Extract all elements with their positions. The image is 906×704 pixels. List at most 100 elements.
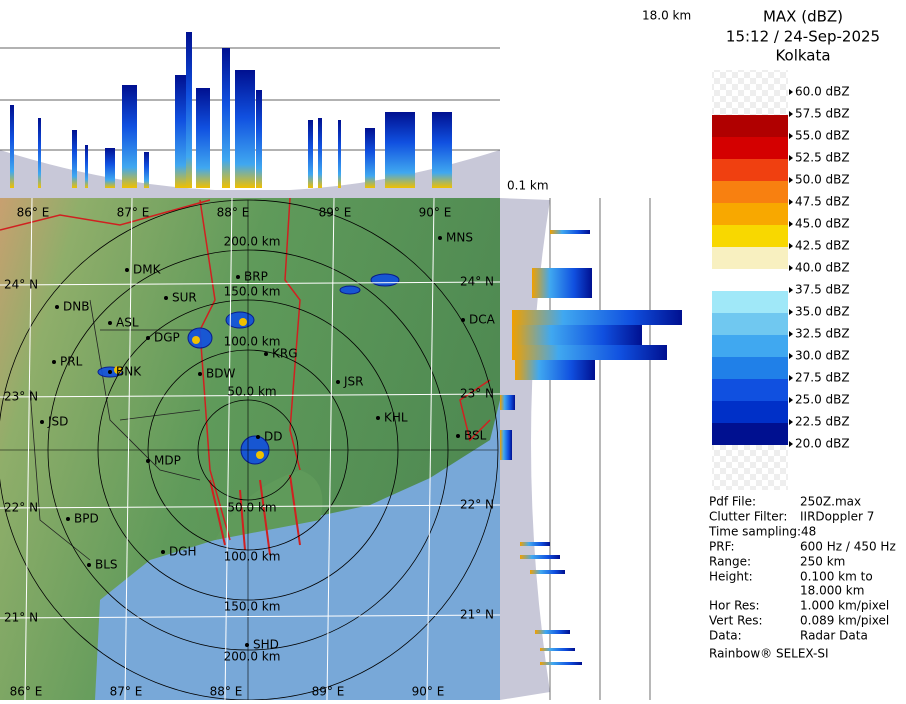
info-value: 250 km	[800, 555, 845, 569]
info-value: 600 Hz / 450 Hz	[800, 540, 896, 554]
legend-band	[712, 137, 788, 159]
meridian	[24, 198, 33, 700]
city-dot	[336, 380, 340, 384]
echo-column	[85, 145, 88, 188]
echo-row	[540, 648, 575, 651]
echo-row	[515, 360, 595, 380]
lat-label: 23° N	[460, 387, 494, 401]
city-dot	[264, 352, 268, 356]
legend-label: 27.5 dBZ	[795, 371, 850, 385]
info-label: Data:	[709, 629, 742, 643]
echo-column	[222, 48, 230, 188]
info-value: IIRDoppler 7	[800, 510, 874, 524]
city-dot	[161, 550, 165, 554]
echo-column	[186, 32, 192, 188]
city-label: KHL	[384, 411, 408, 425]
legend-label: 55.0 dBZ	[795, 129, 850, 143]
legend-label: 57.5 dBZ	[795, 107, 850, 121]
echo-column	[308, 120, 313, 188]
legend-label: 45.0 dBZ	[795, 217, 850, 231]
echo-row	[530, 570, 565, 574]
city-dot	[256, 435, 260, 439]
city-label: BSL	[464, 429, 487, 443]
info-label: Vert Res:	[709, 614, 763, 628]
echo-column	[175, 75, 187, 188]
city-label: DGH	[169, 545, 197, 559]
city-label: SHD	[253, 638, 279, 652]
legend-label: 42.5 dBZ	[795, 239, 850, 253]
legend-band	[712, 335, 788, 357]
footer: Rainbow® SELEX-SI	[709, 647, 829, 661]
map: 86° E 86° E 87° E 87° E 88° E 88° E 89° E 89° E…	[0, 198, 500, 700]
city-dot	[87, 563, 91, 567]
city-dot	[55, 305, 59, 309]
city-dot	[461, 318, 465, 322]
range-label: 100.0 km	[224, 550, 281, 564]
echo-row	[535, 630, 570, 634]
city-label: JSR	[343, 375, 364, 389]
city-dot	[245, 643, 249, 647]
range-label: 50.0 km	[227, 501, 276, 515]
legend-label: 52.5 dBZ	[795, 151, 850, 165]
echo-column	[144, 152, 149, 188]
info-label: Range:	[709, 555, 751, 569]
info-label: Clutter Filter:	[709, 510, 787, 524]
city-dot	[108, 370, 112, 374]
echo-column	[10, 105, 14, 188]
legend-label: 25.0 dBZ	[795, 393, 850, 407]
lon-label: 90° E	[412, 685, 445, 699]
echo-column	[235, 70, 255, 188]
city-label: DD	[264, 430, 282, 444]
echo-column	[72, 130, 77, 188]
city-label: KRG	[272, 347, 298, 361]
legend-tick	[789, 397, 793, 403]
city-label: SUR	[172, 291, 197, 305]
lon-label: 88° E	[210, 685, 243, 699]
echo-column	[196, 88, 210, 188]
legend-tick	[789, 111, 793, 117]
parallel	[0, 393, 500, 398]
lon-label: 89° E	[319, 206, 352, 220]
city-dot	[236, 275, 240, 279]
legend-label: 22.5 dBZ	[795, 415, 850, 429]
city-dot	[456, 434, 460, 438]
lon-label: 86° E	[10, 685, 43, 699]
echo-row	[520, 555, 560, 559]
legend-band	[712, 159, 788, 181]
info-value: 1.000 km/pixel	[800, 599, 889, 613]
echo-column	[122, 85, 137, 188]
echo-core	[256, 451, 264, 459]
legend-tick	[789, 375, 793, 381]
echo-row	[532, 268, 592, 298]
range-label: 50.0 km	[227, 385, 276, 399]
info-value: 0.089 km/pixel	[800, 614, 889, 628]
city-label: BLS	[95, 558, 118, 572]
legend-tick	[789, 353, 793, 359]
district-border	[29, 299, 201, 561]
info-label: Pdf File:	[709, 495, 756, 509]
legend-tick	[789, 199, 793, 205]
lat-label: 22° N	[4, 501, 38, 515]
lon-label: 89° E	[312, 685, 345, 699]
city-label: DGP	[154, 331, 180, 345]
echo	[370, 273, 400, 287]
city-label: DMK	[133, 263, 162, 277]
echo-row	[520, 542, 550, 546]
echo-core	[239, 318, 247, 326]
legend-label: 60.0 dBZ	[795, 85, 850, 99]
legend-tick	[789, 89, 793, 95]
info-label: Height:	[709, 570, 753, 584]
legend-tick	[789, 155, 793, 161]
city-dot	[125, 268, 129, 272]
echo-column	[385, 112, 415, 188]
city-dot	[146, 336, 150, 340]
legend-tick	[789, 221, 793, 227]
city-dot	[376, 416, 380, 420]
meridian	[124, 198, 133, 700]
parallel	[0, 504, 500, 509]
side-echoes	[500, 230, 682, 665]
lon-label: 86° E	[17, 206, 50, 220]
lon-label: 90° E	[419, 206, 452, 220]
city-dot	[438, 236, 442, 240]
echo-row	[500, 430, 512, 460]
